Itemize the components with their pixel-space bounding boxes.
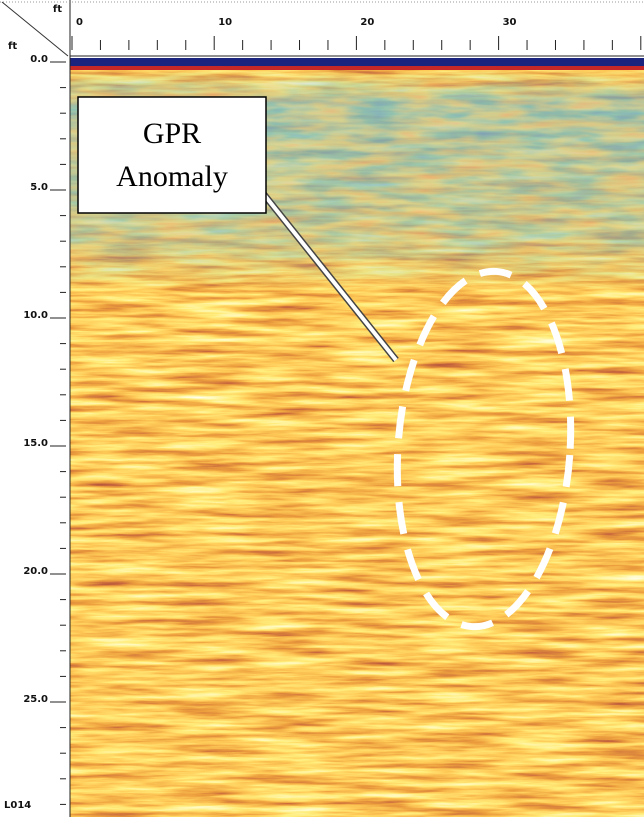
- x-unit: ft: [53, 4, 62, 15]
- line-id: L014: [4, 800, 31, 811]
- corner-diagonal: [1, 1, 69, 57]
- callout-pointer: [260, 190, 398, 362]
- y-unit: ft: [8, 41, 17, 52]
- y-tick-label: 5.0: [30, 182, 48, 193]
- callout-text: Anomaly: [116, 160, 228, 193]
- x-tick-label: 30: [503, 17, 517, 28]
- surface-band: [70, 66, 644, 70]
- anomaly-outline: [393, 267, 575, 631]
- y-tick-label: 10.0: [23, 310, 48, 321]
- y-tick-label: 25.0: [23, 694, 48, 705]
- callout-text: GPR: [143, 117, 201, 150]
- y-tick-label: 0.0: [30, 54, 48, 65]
- radargram: [70, 58, 644, 817]
- top-ruler-bg: [0, 0, 644, 58]
- ticks: 010203040.05.010.015.020.025.0: [23, 17, 642, 805]
- callout-box: [77, 96, 267, 214]
- callout: GPR Anomaly: [77, 96, 399, 363]
- x-tick-label: 20: [360, 17, 374, 28]
- y-tick-label: 20.0: [23, 566, 48, 577]
- y-tick-label: 15.0: [23, 438, 48, 449]
- x-tick-label: 0: [76, 17, 83, 28]
- surface-band: [70, 58, 644, 66]
- left-ruler-bg: [0, 0, 70, 817]
- x-tick-label: 10: [218, 17, 232, 28]
